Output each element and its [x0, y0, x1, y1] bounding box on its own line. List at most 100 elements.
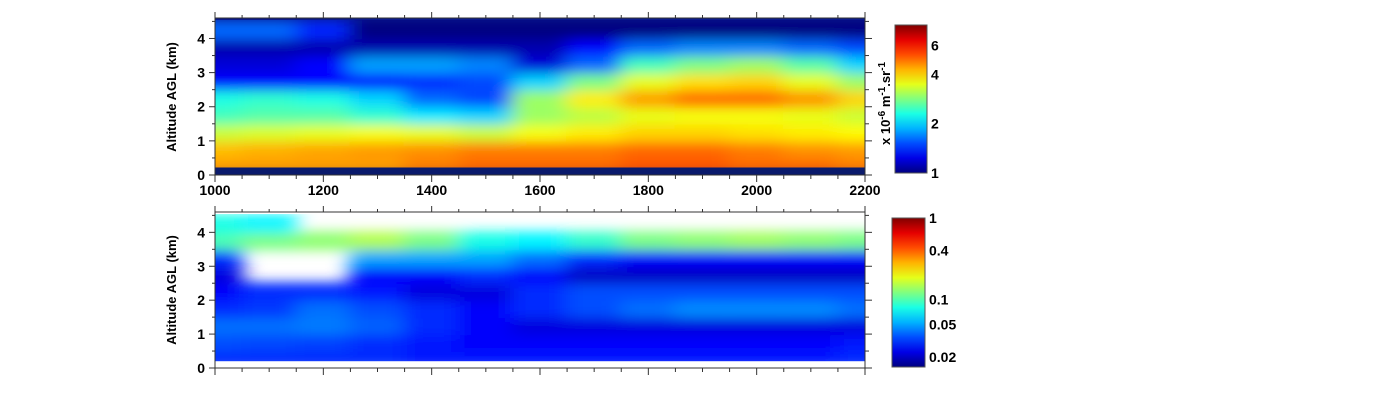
heatmap-cell [403, 282, 460, 302]
heatmap-cell [349, 231, 406, 251]
heatmap-cell [566, 37, 623, 57]
heatmap-cell [349, 265, 406, 285]
heatmap-cell [836, 37, 865, 57]
heatmap-cell [728, 139, 785, 159]
heatmap-cell [349, 282, 406, 302]
heatmap-cell [566, 265, 623, 285]
heatmap-cell [457, 316, 514, 336]
heatmap-cell [566, 316, 623, 336]
colorbar-tick-label: 6 [931, 37, 939, 53]
heatmap-cell [457, 54, 514, 74]
heatmap-cell [674, 54, 731, 74]
heatmap-cell [728, 316, 785, 336]
heatmap-cell [728, 71, 785, 91]
heatmap-cell [215, 54, 244, 74]
heatmap-cell [403, 105, 460, 125]
heatmap-cell [620, 265, 677, 285]
heatmap-cell [349, 248, 406, 268]
heatmap-cell [782, 333, 839, 353]
heatmap-cell [295, 316, 352, 336]
heatmap-cell [728, 231, 785, 251]
y-tick-label: 2 [197, 99, 205, 115]
heatmap-cell [241, 54, 298, 74]
heatmap-cell [728, 37, 785, 57]
heatmap-cell [782, 316, 839, 336]
colorbar-tick-label: 0.4 [929, 243, 949, 259]
heatmap-cell [511, 88, 569, 108]
heatmap-cell [620, 231, 677, 251]
backscatter-panel: Altitude AGL (km) 1000 1200 1400 1600 1800 20… [164, 12, 939, 198]
heatmap-cell [511, 105, 569, 125]
heatmap-cell [836, 248, 865, 268]
heatmap-cell [349, 122, 406, 142]
x-tick-label: 1000 [199, 182, 230, 198]
colorbar [891, 217, 926, 368]
heatmap-cell [728, 88, 785, 108]
heatmap-cell [728, 282, 785, 302]
heatmap-cell [457, 37, 514, 57]
heatmap-cell [674, 299, 731, 319]
heatmap-cell [349, 139, 406, 159]
heatmap-cell [241, 105, 298, 125]
heatmap-cell [836, 71, 865, 91]
heatmap-cell [836, 316, 865, 336]
colorbar-tick-label: 0.02 [929, 349, 956, 365]
heatmap-cell [241, 20, 298, 40]
heatmap-cell [836, 333, 865, 353]
heatmap-cell [620, 20, 677, 40]
heatmap-cell [215, 231, 244, 251]
heatmap-cell [349, 37, 406, 57]
heatmap-cell [403, 122, 460, 142]
heatmap-cell [215, 299, 244, 319]
heatmap-cell [728, 265, 785, 285]
heatmap-cell [836, 231, 865, 251]
heatmap-cell [295, 231, 352, 251]
heatmap-cell [295, 37, 352, 57]
heatmap-cell [457, 333, 514, 353]
heatmap-cell [241, 37, 298, 57]
heatmap-cell [457, 282, 514, 302]
heatmap-cell [215, 333, 244, 353]
x-tick-label: 1200 [308, 182, 339, 198]
heatmap-cell [620, 333, 677, 353]
heatmap-cell [241, 71, 298, 91]
heatmap-cell [295, 105, 352, 125]
heatmap-cell [295, 139, 352, 159]
heatmap-cell [728, 54, 785, 74]
heatmap-cell [782, 71, 839, 91]
heatmap-cell [620, 248, 677, 268]
ground-band [215, 361, 865, 368]
heatmap-cell [782, 265, 839, 285]
heatmap-cell [403, 88, 460, 108]
heatmap-cell [457, 20, 514, 40]
heatmap-cell [566, 20, 623, 40]
heatmap-cell [215, 122, 244, 142]
heatmap-cell [836, 88, 865, 108]
heatmap-cell [511, 139, 569, 159]
heatmap-cell [782, 37, 839, 57]
heatmap-cell [215, 71, 244, 91]
heatmap-cell [674, 333, 731, 353]
y-tick-label: 1 [197, 326, 205, 342]
heatmap-cell [511, 299, 569, 319]
heatmap-cell [728, 105, 785, 125]
heatmap-cell [403, 54, 460, 74]
heatmap-cell [511, 20, 569, 40]
y-tick-label: 2 [197, 292, 205, 308]
heatmap-cell [728, 122, 785, 142]
heatmap-cell [295, 71, 352, 91]
heatmap-cell [566, 282, 623, 302]
heatmap-cell [782, 139, 839, 159]
heatmap-cell [782, 105, 839, 125]
heatmap-cell [215, 316, 244, 336]
heatmap-cell [836, 122, 865, 142]
heatmap-cell [620, 37, 677, 57]
heatmap-cell [782, 20, 839, 40]
colorbar-unit-label: x 10-6 m-1.sr-1 [877, 61, 893, 145]
heatmap-cell [620, 139, 677, 159]
heatmap-cell [349, 105, 406, 125]
heatmap-cell [215, 105, 244, 125]
heatmap-cell [836, 265, 865, 285]
heatmap-cell [215, 88, 244, 108]
heatmap-cell [511, 71, 569, 91]
